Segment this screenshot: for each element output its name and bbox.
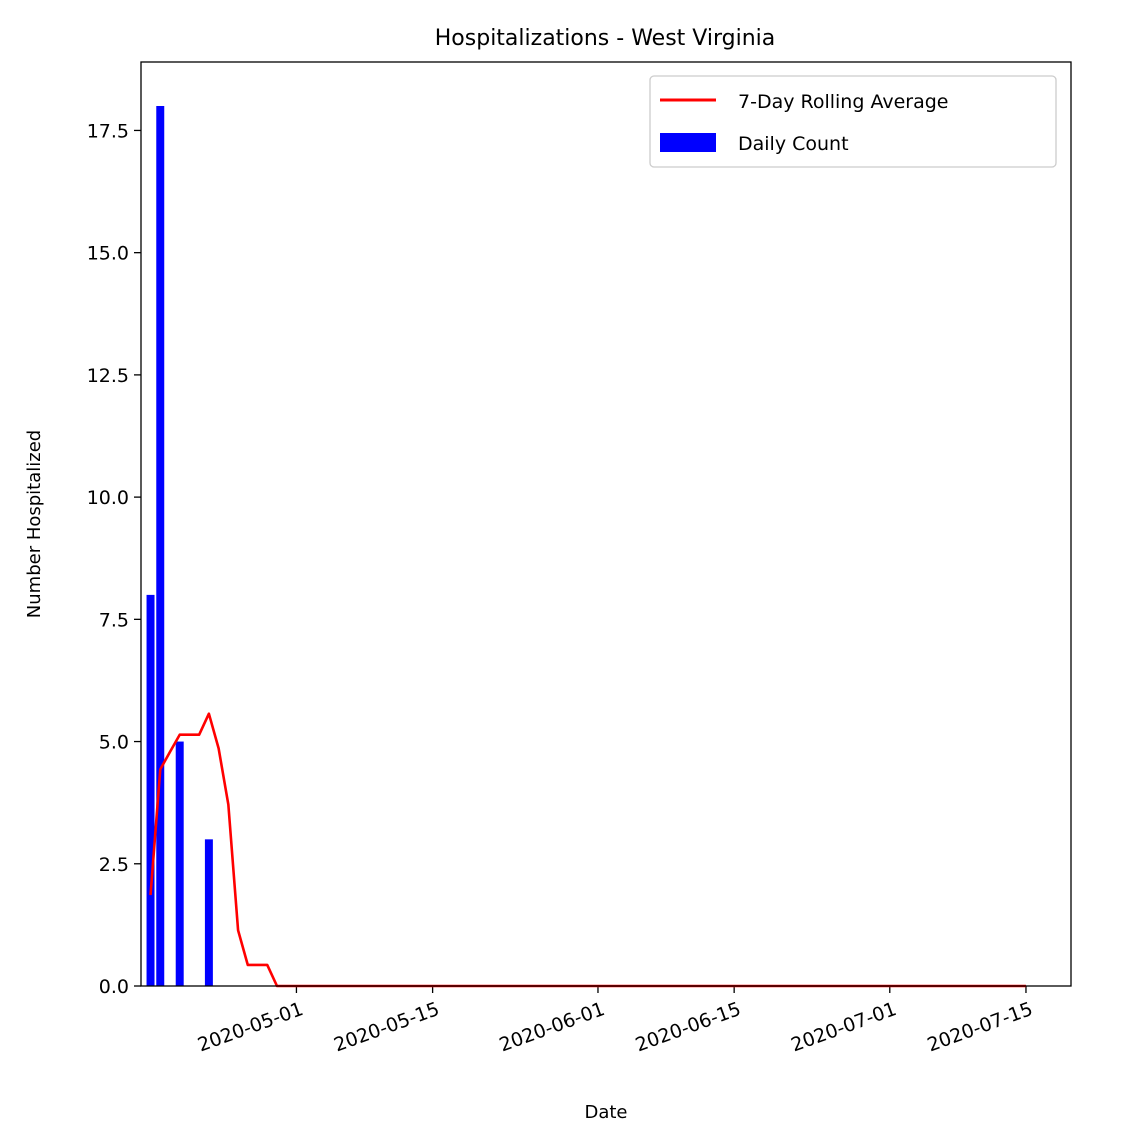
x-tick-label: 2020-07-01 bbox=[788, 998, 899, 1056]
plot-area-frame bbox=[140, 61, 1072, 987]
legend: 7-Day Rolling Average Daily Count bbox=[649, 75, 1057, 168]
y-tick-label: 15.0 bbox=[87, 243, 129, 265]
x-axis-label: Date bbox=[584, 1102, 627, 1123]
y-tick-label: 12.5 bbox=[87, 365, 129, 387]
daily-count-bar bbox=[156, 106, 165, 986]
chart-title: Hospitalizations - West Virginia bbox=[435, 26, 775, 51]
y-tick-label: 7.5 bbox=[99, 609, 129, 631]
bars bbox=[146, 106, 213, 986]
daily-count-bar bbox=[175, 741, 184, 986]
y-tick-label: 17.5 bbox=[87, 120, 129, 142]
legend-line-label: 7-Day Rolling Average bbox=[738, 91, 948, 113]
rolling-average-line bbox=[149, 712, 1026, 988]
x-tick-label: 2020-05-15 bbox=[331, 998, 442, 1056]
legend-bar-swatch bbox=[660, 133, 716, 152]
y-tick-label: 10.0 bbox=[87, 487, 129, 509]
x-tick-label: 2020-05-01 bbox=[195, 998, 306, 1056]
y-tick-label: 0.0 bbox=[99, 976, 129, 998]
y-axis-label: Number Hospitalized bbox=[24, 430, 45, 618]
y-ticks: 0.0 2.5 5.0 7.5 10.0 12.5 15.0 17.5 bbox=[87, 120, 141, 998]
y-tick-label: 2.5 bbox=[99, 854, 129, 876]
x-tick-label: 2020-06-01 bbox=[496, 998, 607, 1056]
x-tick-label: 2020-06-15 bbox=[633, 998, 744, 1056]
legend-frame bbox=[649, 75, 1057, 168]
x-ticks: 2020-05-01 2020-05-15 2020-06-01 2020-06-15… bbox=[195, 986, 1036, 1056]
x-tick-label: 2020-07-15 bbox=[924, 998, 1035, 1056]
daily-count-bar bbox=[204, 839, 213, 986]
daily-count-bar bbox=[146, 594, 155, 986]
rolling-average-polyline bbox=[149, 712, 1026, 988]
y-tick-label: 5.0 bbox=[99, 732, 129, 754]
legend-bar-label: Daily Count bbox=[738, 133, 849, 155]
